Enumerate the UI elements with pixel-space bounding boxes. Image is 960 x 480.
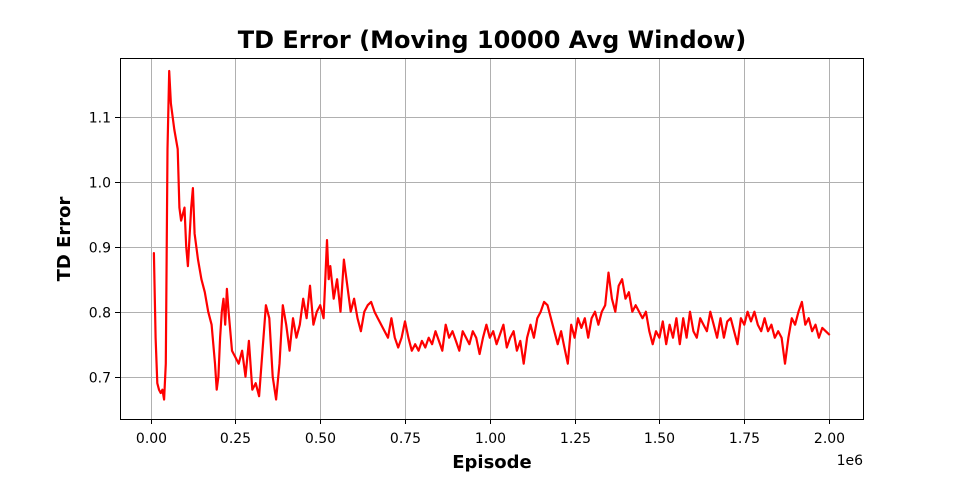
series-layer <box>152 69 831 401</box>
x-tick-label: 2.00 <box>814 431 845 447</box>
y-tick-label: 0.8 <box>89 306 111 322</box>
y-tick-label: 1.0 <box>89 176 111 192</box>
x-tick-label: 0.50 <box>305 431 336 447</box>
y-tick-label: 0.9 <box>89 241 111 257</box>
plot-frame <box>120 58 864 420</box>
x-tick-label: 0.75 <box>390 431 421 447</box>
x-tick-label: 1.25 <box>560 431 591 447</box>
x-tick-label: 1.75 <box>729 431 760 447</box>
x-axis-label: Episode <box>452 452 532 473</box>
chart-title: TD Error (Moving 10000 Avg Window) <box>238 26 747 54</box>
grid <box>120 58 863 419</box>
x-tick-label: 0.00 <box>136 431 167 447</box>
x-tick-label: 1.50 <box>644 431 675 447</box>
x-tick-label: 0.25 <box>220 431 251 447</box>
x-offset-label: 1e6 <box>837 453 864 469</box>
td-error-series-line <box>152 69 831 401</box>
y-tick-label: 0.7 <box>89 371 111 387</box>
x-tick-label: 1.00 <box>475 431 506 447</box>
tick-layer: 0.00 0.25 0.50 0.75 1.00 1.25 1.50 1.75 2.00 0.7 0… <box>89 111 845 448</box>
y-axis-label: TD Error <box>54 196 75 281</box>
y-tick-label: 1.1 <box>89 111 111 127</box>
